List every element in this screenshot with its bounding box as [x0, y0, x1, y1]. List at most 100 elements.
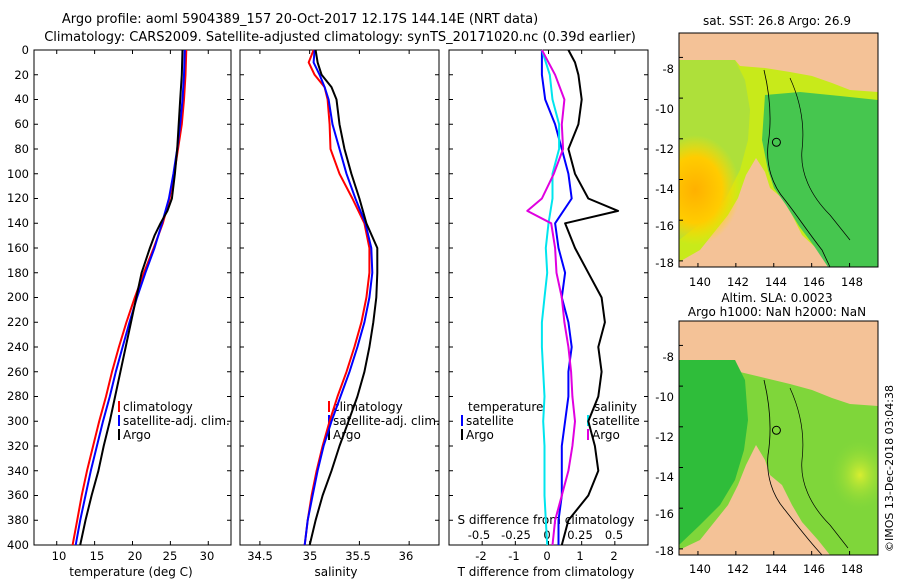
png-land — [830, 33, 878, 82]
temperature-x-label: temperature (deg C) — [69, 565, 192, 579]
difference-series-line — [540, 49, 561, 546]
legend-label: Argo — [466, 428, 494, 442]
sst-map-panel: sat. SST: 26.8 Argo: 26.9 140 142 144 14… — [655, 14, 879, 289]
x-tick-label: 2 — [610, 549, 617, 563]
temperature-axes-box — [33, 49, 232, 546]
x-tick-label: 35.5 — [345, 549, 371, 563]
legend-swatch-climatology — [328, 401, 330, 412]
legend-swatch-argo — [461, 429, 463, 440]
legend-swatch-s-argo — [587, 429, 589, 440]
difference-series-line — [560, 49, 620, 546]
lat-tick-label: -10 — [655, 390, 674, 404]
legend-swatch-argo — [328, 429, 330, 440]
lat-tick-label: -12 — [655, 430, 674, 444]
depth-ticks: 0 20 40 60 80 100 120 140 160 180 200 22… — [7, 43, 29, 552]
lon-tick-label: 144 — [765, 275, 787, 289]
depth-tick-label: 220 — [7, 315, 29, 329]
x2-tick-label: 0.5 — [605, 528, 623, 542]
legend-label: climatology — [123, 400, 193, 414]
depth-tick-label: 380 — [7, 513, 29, 527]
difference-axes-box — [448, 49, 649, 546]
sst-map-frame — [678, 32, 879, 268]
sst-cool-region — [762, 92, 878, 267]
depth-tick-label: 260 — [7, 365, 29, 379]
lon-tick-label: 148 — [841, 275, 863, 289]
temperature-panel: 0 20 40 60 80 100 120 140 160 180 200 22… — [7, 43, 232, 579]
salinity-axes-box — [239, 49, 440, 546]
depth-tick-label: 60 — [14, 117, 29, 131]
imos-timestamp: ©IMOS 13-Dec-2018 03:04:38 — [883, 385, 896, 552]
x-tick-label: 15 — [90, 549, 105, 563]
sst-warm-spot — [679, 135, 740, 245]
salinity-x-label: salinity — [314, 565, 357, 579]
depth-tick-label: 140 — [7, 216, 29, 230]
temperature-legend: climatology satellite-adj. clim. Argo — [118, 400, 230, 442]
legend-label: satellite — [466, 414, 514, 428]
sla-map-title-line2: Argo h1000: NaN h2000: NaN — [688, 305, 866, 319]
lon-tick-label: 140 — [689, 562, 711, 576]
depth-tick-label: 100 — [7, 167, 29, 181]
figure-title-line2: Climatology: CARS2009. Satellite-adjuste… — [44, 30, 636, 45]
legend-label: satellite-adj. clim. — [123, 414, 230, 428]
lon-tick-label: 142 — [727, 275, 749, 289]
depth-tick-label: 160 — [7, 241, 29, 255]
sla-map-y-ticks: -8 -10 -12 -14 -16 -18 — [655, 350, 674, 558]
legend-label: climatology — [333, 400, 403, 414]
sla-map-field — [679, 321, 878, 555]
sla-map-panel: Altim. SLA: 0.0023 Argo h1000: NaN h2000… — [655, 291, 879, 576]
lat-tick-label: -8 — [663, 350, 674, 364]
temperature-x-ticks: 10 15 20 25 30 — [52, 549, 215, 563]
legend-swatch-climatology — [118, 401, 120, 412]
x-tick-label: 35 — [303, 549, 318, 563]
sla-map-x-ticks: 140 142 144 146 148 — [689, 562, 863, 576]
lat-tick-label: -10 — [655, 102, 674, 116]
sst-map-field — [679, 33, 878, 267]
legend-swatch-satellite — [118, 415, 120, 426]
legend-title: temperature — [468, 400, 543, 414]
isobath-line — [789, 387, 849, 549]
t-difference-ticks: -2 -1 0 1 2 — [475, 549, 617, 563]
x-tick-label: 25 — [163, 549, 178, 563]
depth-tick-label: 180 — [7, 266, 29, 280]
legend-label: Argo — [123, 428, 151, 442]
s-difference-ticks: -0.5 -0.25 0 0.25 0.5 — [468, 528, 623, 542]
t-difference-x-label: T difference from climatology — [457, 565, 635, 579]
sla-map-frame — [678, 320, 879, 556]
lon-tick-label: 140 — [689, 275, 711, 289]
lat-tick-label: -16 — [655, 219, 674, 233]
salinity-legend: climatology satellite-adj. clim. Argo — [328, 400, 440, 442]
x2-tick-label: -0.5 — [468, 528, 490, 542]
x-tick-label: 1 — [576, 549, 583, 563]
x2-tick-label: 0.25 — [567, 528, 593, 542]
x2-tick-label: -0.25 — [501, 528, 531, 542]
depth-tick-label: 0 — [22, 43, 29, 57]
depth-tick-label: 280 — [7, 389, 29, 403]
salinity-series-line — [308, 49, 379, 546]
sla-gulf-region — [679, 360, 748, 545]
legend-label: satellite — [592, 414, 640, 428]
legend-label: satellite-adj. clim. — [333, 414, 440, 428]
difference-legend-temperature: temperature satellite Argo — [461, 400, 543, 442]
lon-tick-label: 144 — [765, 562, 787, 576]
x-tick-label: 0 — [543, 549, 550, 563]
lat-tick-label: -16 — [655, 507, 674, 521]
x-tick-label: -1 — [508, 549, 519, 563]
lat-tick-label: -14 — [655, 182, 674, 196]
depth-tick-label: 80 — [14, 142, 29, 156]
sla-high-spot — [828, 437, 878, 513]
lat-tick-label: -18 — [655, 256, 674, 270]
salinity-x-ticks: 34.5 35 35.5 36 — [247, 549, 413, 563]
depth-tick-label: 300 — [7, 414, 29, 428]
x-tick-label: 36 — [399, 549, 414, 563]
sst-map-x-ticks: 140 142 144 146 148 — [689, 275, 863, 289]
x-tick-label: 20 — [128, 549, 143, 563]
sla-map-title-line1: Altim. SLA: 0.0023 — [721, 291, 832, 305]
depth-tick-label: 40 — [14, 92, 29, 106]
figure-title-line1: Argo profile: aoml 5904389_157 20-Oct-20… — [62, 12, 538, 27]
legend-title: salinity — [594, 400, 637, 414]
sst-map-title: sat. SST: 26.8 Argo: 26.9 — [703, 14, 851, 28]
depth-tick-label: 20 — [14, 68, 29, 82]
salinity-series-line — [303, 49, 374, 546]
depth-tick-label: 360 — [7, 488, 29, 502]
